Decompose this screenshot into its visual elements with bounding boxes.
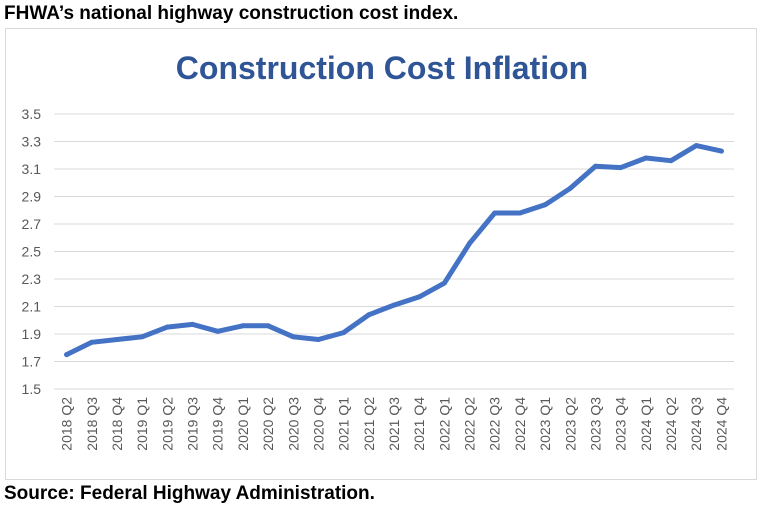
y-tick-label: 2.1: [22, 299, 42, 315]
x-tick-label: 2024 Q4: [713, 397, 729, 451]
line-chart: Construction Cost Inflation 3.5 3.3 3.1 2.9…: [22, 50, 734, 451]
data-point: [542, 202, 548, 208]
data-point: [693, 143, 699, 149]
data-point: [567, 185, 573, 191]
x-tick-label: 2024 Q2: [663, 397, 679, 451]
y-tick-label: 3.5: [22, 106, 42, 122]
data-point: [240, 323, 246, 329]
x-tick-label: 2021 Q2: [361, 397, 377, 451]
x-tick-label: 2018 Q3: [84, 397, 100, 451]
y-axis-ticks: 3.5 3.3 3.1 2.9 2.7 2.5 2.3 2.1 1.9 1.7 1.5: [22, 106, 42, 397]
y-tick-label: 2.7: [22, 216, 42, 232]
data-point: [315, 337, 321, 342]
header-caption: FHWA’s national highway construction cos…: [4, 3, 459, 24]
x-tick-label: 2021 Q3: [386, 397, 402, 451]
x-tick-label: 2024 Q3: [688, 397, 704, 451]
x-tick-label: 2023 Q3: [587, 397, 603, 451]
x-tick-label: 2018 Q4: [109, 397, 125, 451]
data-point: [114, 337, 120, 342]
data-point: [215, 328, 221, 334]
chart-title: Construction Cost Inflation: [176, 50, 588, 86]
x-tick-label: 2021 Q1: [336, 397, 352, 451]
data-point: [139, 334, 145, 340]
x-tick-label: 2019 Q2: [159, 397, 175, 451]
data-point: [366, 312, 372, 318]
series-layer: [64, 143, 724, 358]
y-tick-label: 1.9: [22, 326, 42, 342]
x-axis-ticks: 2018 Q2 2018 Q3 2018 Q4 2019 Q1 2019 Q2 2019 …: [59, 397, 730, 451]
data-point: [341, 330, 347, 336]
x-tick-label: 2022 Q2: [462, 397, 478, 451]
x-tick-label: 2020 Q3: [285, 397, 301, 451]
x-tick-label: 2024 Q1: [638, 397, 654, 451]
data-point: [517, 210, 523, 216]
data-point: [290, 334, 296, 340]
data-point: [592, 163, 598, 169]
source-caption: Source: Federal Highway Administration.: [4, 483, 375, 504]
x-tick-label: 2019 Q3: [185, 397, 201, 451]
data-point: [618, 165, 624, 171]
y-tick-label: 1.7: [22, 354, 42, 370]
x-tick-label: 2023 Q2: [562, 397, 578, 451]
y-tick-label: 3.1: [22, 161, 42, 177]
chart-area: Construction Cost Inflation 3.5 3.3 3.1 2.9…: [5, 28, 757, 480]
data-point: [492, 210, 498, 216]
x-tick-label: 2019 Q4: [210, 397, 226, 451]
data-point: [668, 158, 674, 164]
x-tick-label: 2019 Q1: [134, 397, 150, 451]
data-point: [164, 324, 170, 330]
x-tick-label: 2020 Q4: [310, 397, 326, 451]
y-tick-label: 2.9: [22, 189, 42, 205]
series-line: [64, 143, 724, 358]
x-tick-label: 2022 Q3: [487, 397, 503, 451]
data-point: [467, 240, 473, 246]
data-point: [89, 339, 95, 345]
gridlines: [54, 113, 734, 390]
x-tick-label: 2022 Q4: [512, 397, 528, 451]
y-tick-label: 1.5: [22, 381, 42, 397]
data-point: [64, 352, 70, 358]
data-point: [265, 323, 271, 329]
x-tick-label: 2020 Q1: [235, 397, 251, 451]
y-tick-label: 2.5: [22, 244, 42, 260]
data-point: [190, 321, 196, 327]
data-point: [441, 280, 447, 286]
x-tick-label: 2020 Q2: [260, 397, 276, 451]
data-point: [643, 155, 649, 161]
x-tick-label: 2021 Q4: [411, 397, 427, 451]
data-point: [718, 148, 724, 154]
y-tick-label: 3.3: [22, 134, 42, 150]
x-tick-label: 2023 Q1: [537, 397, 553, 451]
data-point: [416, 294, 422, 300]
x-tick-label: 2018 Q2: [59, 397, 75, 451]
x-tick-label: 2022 Q1: [436, 397, 452, 451]
x-tick-label: 2023 Q4: [613, 397, 629, 451]
y-tick-label: 2.3: [22, 271, 42, 287]
data-point: [391, 302, 397, 308]
